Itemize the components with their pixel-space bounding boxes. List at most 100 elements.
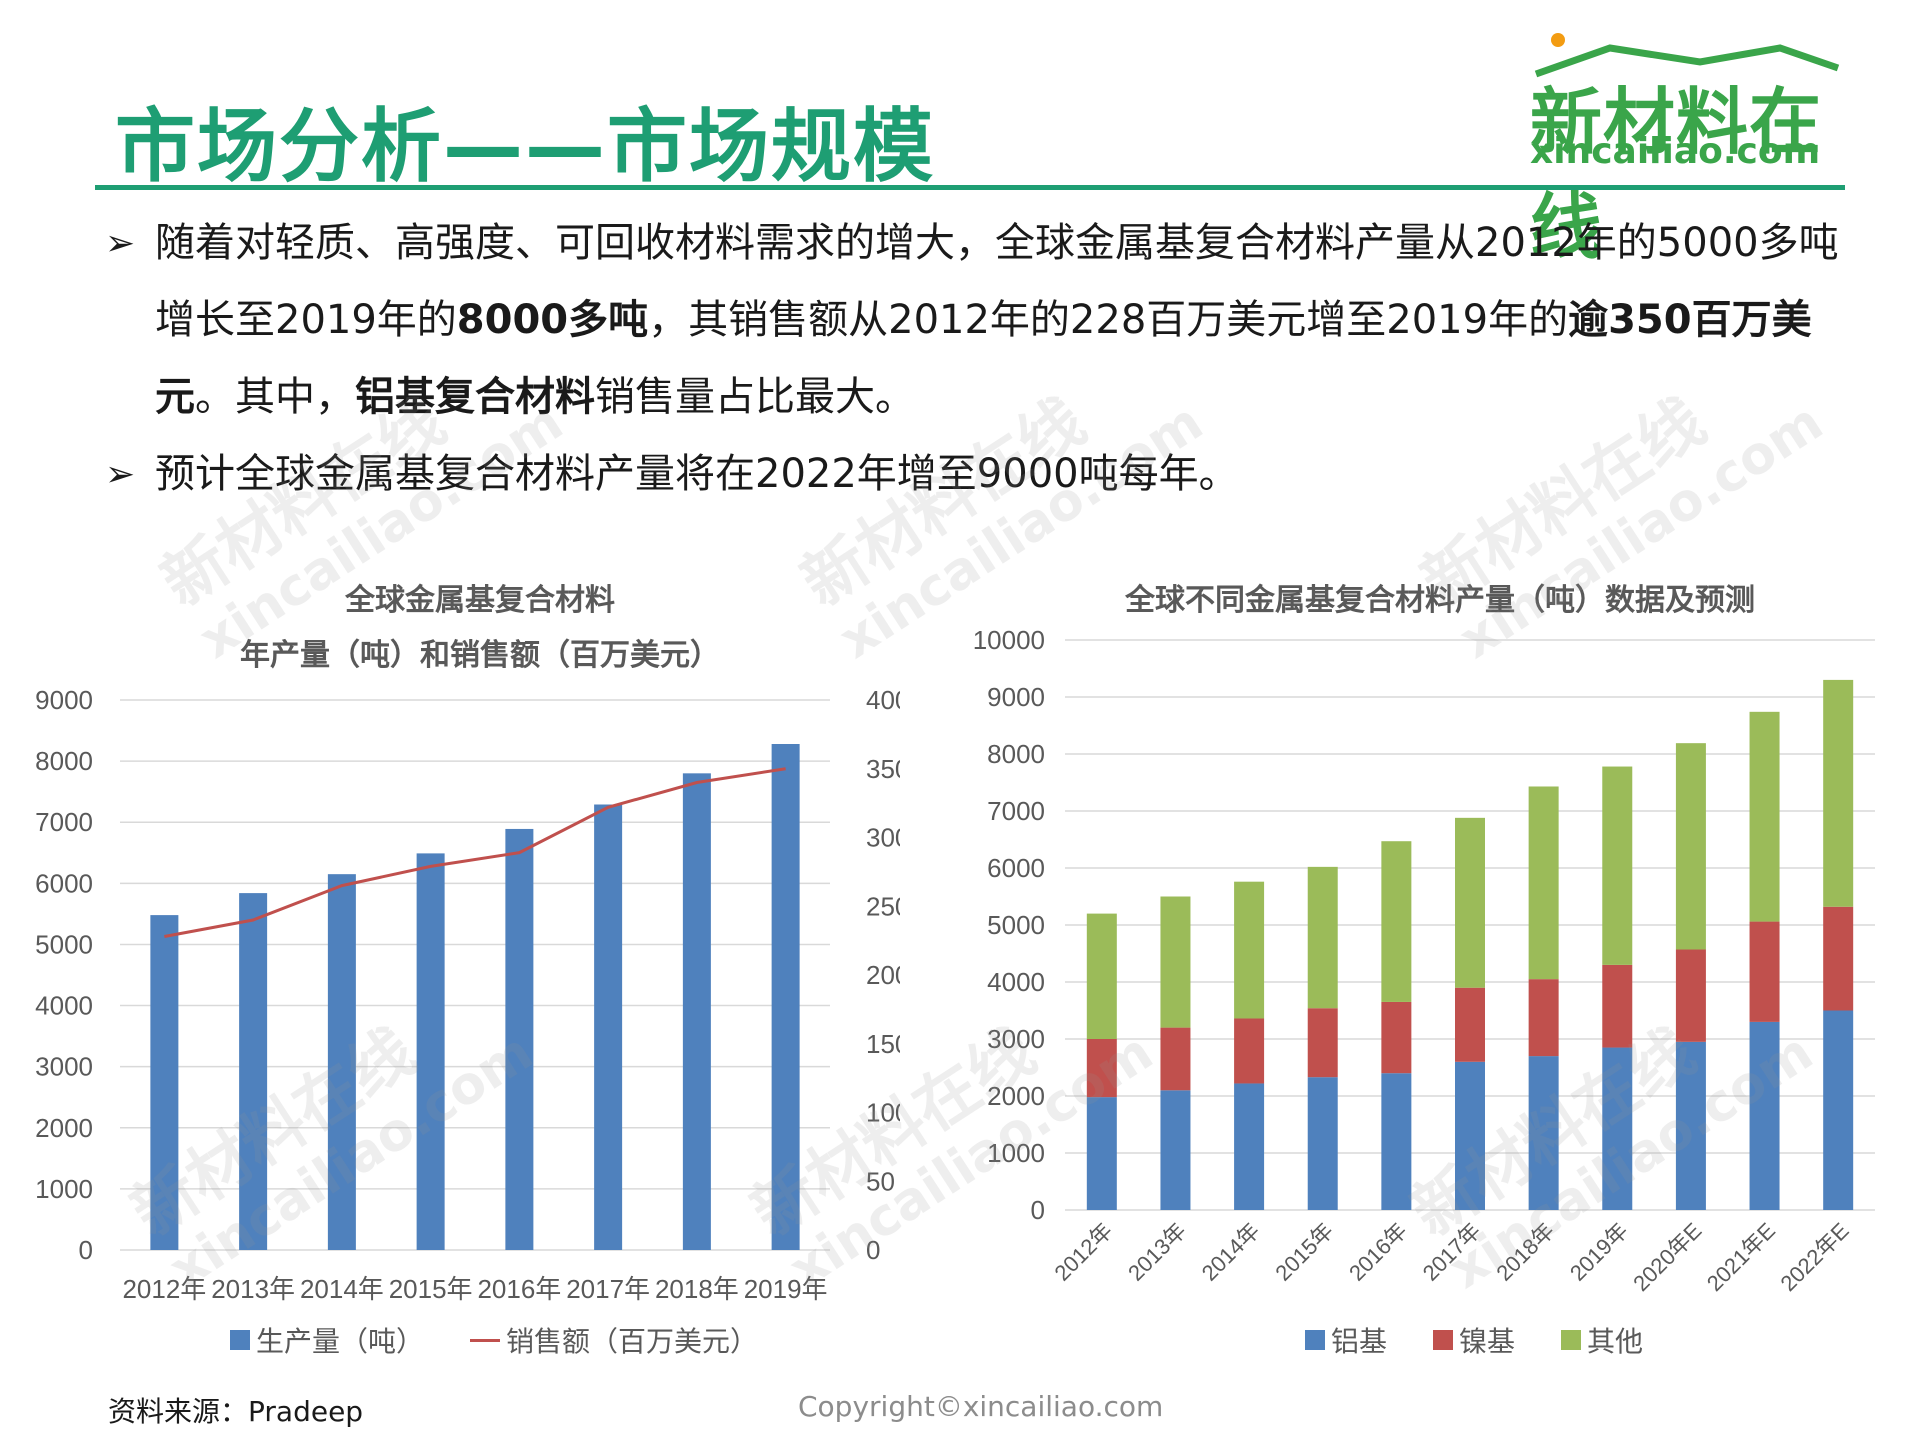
bullet-text: 随着对轻质、高强度、可回收材料需求的增大，全球金属基复合材料产量从2012年的5… (155, 220, 1839, 343)
bullet-emphasis: 逾350百万美元 (155, 297, 1812, 420)
y2-tick-label: 100 (866, 1098, 900, 1128)
y2-tick-label: 200 (866, 960, 900, 990)
bullet-text: ，其销售额从2012年的228百万美元增至2019年的 (648, 297, 1569, 343)
y-tick-label: 6000 (35, 868, 93, 898)
bar-segment (1381, 1073, 1412, 1210)
y-tick-label: 3000 (987, 1024, 1045, 1054)
y-tick-label: 1000 (987, 1138, 1045, 1168)
x-tick-label: 2015年 (389, 1274, 473, 1304)
y-tick-label: 6000 (987, 853, 1045, 883)
x-tick-label: 2013年 (1123, 1218, 1191, 1286)
y2-tick-label: 250 (866, 891, 900, 921)
legend-item: 生产量（吨） (230, 1320, 424, 1360)
bar-segment (1455, 1061, 1485, 1210)
chart2-legend: 铝基 镍基 其他 (1305, 1320, 1643, 1360)
bar-segment (1749, 1021, 1780, 1210)
x-tick-label: 2019年 (1565, 1218, 1633, 1286)
y-tick-label: 7000 (987, 796, 1045, 826)
bullet-text: 销售量占比最大。 (595, 374, 915, 420)
bar (682, 773, 711, 1250)
legend-swatch (1305, 1330, 1325, 1350)
chart1-title: 全球金属基复合材料 (345, 583, 615, 618)
legend-item: 其他 (1561, 1320, 1643, 1360)
stacked-production-chart: 0 1000 2000 3000 4000 5000 6000 7000 8000 9000 100… (973, 625, 1875, 1296)
x-tick-label: 2022年E (1775, 1218, 1853, 1296)
bar-segment (1381, 841, 1412, 1002)
bar-segment (1823, 679, 1854, 907)
bar-segment (1823, 906, 1854, 1011)
x-tick-label: 2014年 (300, 1274, 384, 1304)
y-tick-label: 5000 (987, 910, 1045, 940)
x-tick-label: 2017年 (566, 1274, 650, 1304)
y2-tick-label: 350 (866, 754, 900, 784)
bar-segment (1602, 1047, 1633, 1210)
y-tick-label: 7000 (35, 807, 93, 837)
bar-segment (1455, 987, 1485, 1062)
legend-swatch (1433, 1330, 1454, 1350)
x-tick-label: 2021年E (1702, 1218, 1780, 1296)
x-tick-label: 2015年 (1270, 1218, 1338, 1286)
page-title: 市场分析——市场规模 (115, 100, 935, 193)
bullet-item: ➢ 随着对轻质、高强度、可回收材料需求的增大，全球金属基复合材料产量从2012年的… (105, 205, 1845, 436)
source-note: 资料来源：Pradeep (108, 1395, 364, 1428)
legend-label: 销售额（百万美元） (506, 1325, 759, 1358)
bar-segment (1160, 1027, 1191, 1091)
bullet-emphasis: 8000多吨 (456, 297, 649, 343)
y-tick-label: 5000 (35, 929, 93, 959)
x-tick-label: 2018年 (655, 1274, 739, 1304)
x-tick-label: 2014年 (1197, 1218, 1265, 1286)
bar (327, 874, 356, 1250)
legend-item: 铝基 (1305, 1320, 1387, 1360)
bullet-emphasis: 铝基复合材料 (355, 374, 595, 420)
bar (505, 828, 534, 1250)
x-tick-label: 2012年 (1050, 1218, 1118, 1286)
copyright-note: Copyright©xincailiao.com (798, 1390, 1164, 1423)
bar-segment (1160, 1090, 1191, 1210)
y-tick-label: 8000 (35, 746, 93, 776)
y2-tick-label: 150 (866, 1029, 900, 1059)
y-tick-label: 2000 (987, 1081, 1045, 1111)
bar-segment (1086, 1097, 1117, 1210)
bar-segment (1823, 1010, 1854, 1210)
y-tick-label: 8000 (987, 739, 1045, 769)
legend-item: 销售额（百万美元） (470, 1320, 758, 1360)
legend-swatch (470, 1338, 501, 1342)
bar-segment (1528, 1056, 1559, 1210)
y2-tick-label: 400 (866, 685, 900, 715)
x-tick-label: 2017年 (1418, 1218, 1486, 1286)
legend-swatch (1561, 1330, 1582, 1350)
title-divider (95, 185, 1845, 190)
bar-segment (1307, 866, 1338, 1009)
bar-segment (1675, 1041, 1706, 1210)
bar-segment (1381, 1001, 1412, 1074)
bullet-item: ➢ 预计全球金属基复合材料产量将在2022年增至9000吨每年。 (105, 436, 1845, 513)
y-tick-label: 9000 (35, 685, 93, 715)
bullet-text: 。其中， (195, 374, 355, 420)
bar (594, 804, 623, 1250)
x-tick-label: 2013年 (211, 1274, 295, 1304)
y2-tick-label: 300 (866, 823, 900, 853)
chart2-title: 全球不同金属基复合材料产量（吨）数据及预测 (1125, 583, 1755, 618)
bar-segment (1086, 913, 1117, 1039)
y-tick-label: 4000 (35, 991, 93, 1021)
legend-item: 镍基 (1433, 1320, 1515, 1360)
bar-segment (1455, 817, 1485, 988)
bar-segment (1160, 896, 1191, 1028)
legend-label: 铝基 (1331, 1325, 1388, 1358)
y-tick-label: 0 (79, 1235, 93, 1265)
bar-segment (1602, 766, 1633, 965)
bar (150, 915, 179, 1250)
bullet-arrow-icon: ➢ (105, 454, 136, 495)
bar-segment (1675, 949, 1706, 1042)
logo-text-cn: 新材料在线 (1530, 80, 1823, 269)
chart1-legend: 生产量（吨） 销售额（百万美元） (230, 1320, 758, 1360)
bar (239, 893, 268, 1250)
x-tick-label: 2012年 (122, 1274, 206, 1304)
legend-label: 其他 (1587, 1325, 1644, 1358)
bullet-list: ➢ 随着对轻质、高强度、可回收材料需求的增大，全球金属基复合材料产量从2012年的… (105, 205, 1845, 513)
legend-swatch (230, 1330, 250, 1350)
bar-segment (1528, 786, 1559, 980)
y-tick-label: 9000 (987, 682, 1045, 712)
x-tick-label: 2016年 (1344, 1218, 1412, 1286)
bar-segment (1086, 1039, 1117, 1098)
